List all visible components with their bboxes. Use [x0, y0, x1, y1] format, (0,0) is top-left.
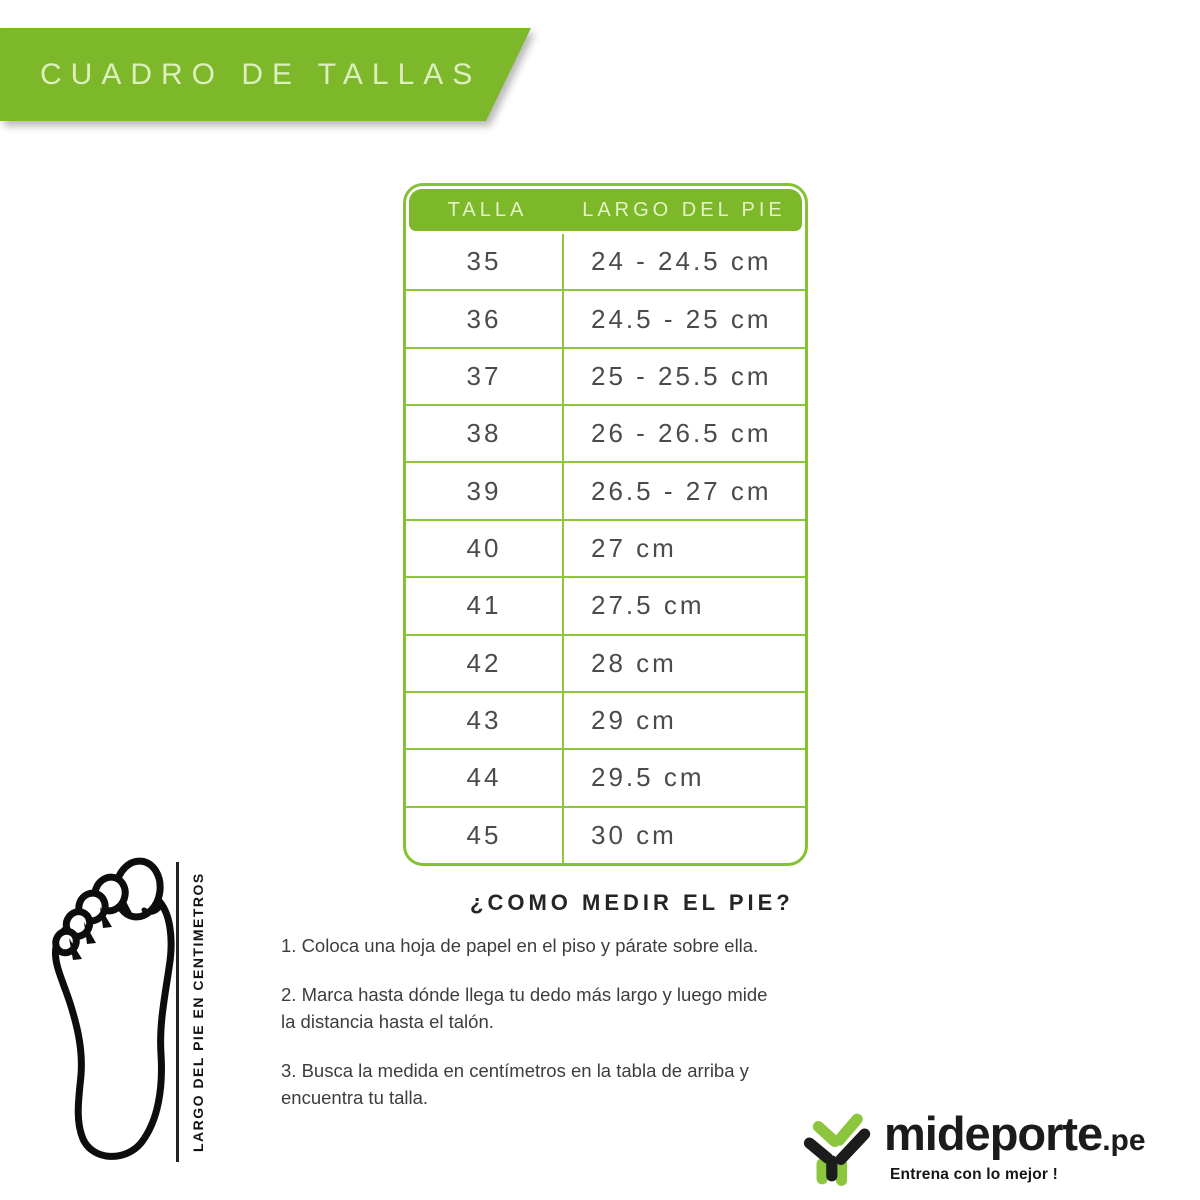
talla-cell: 39 [406, 463, 564, 519]
table-row: 43 29 cm [406, 690, 805, 749]
talla-cell: 43 [406, 692, 564, 749]
largo-cell: 26.5 - 27 cm [591, 475, 772, 506]
brand-text: mideporte [884, 1107, 1103, 1160]
table-row: 44 29.5 cm [406, 748, 805, 806]
column-header-talla: TALLA [447, 198, 528, 221]
table-row: 38 26 - 26.5 cm [406, 404, 805, 462]
largo-cell: 27 cm [591, 532, 677, 563]
table-row: 35 24 - 24.5 cm [406, 234, 805, 290]
how-to-title: ¿COMO MEDIR EL PIE? [470, 890, 794, 915]
table-row: 39 26.5 - 27 cm [406, 461, 805, 519]
talla-cell: 40 [406, 520, 564, 577]
talla-cell: 42 [406, 635, 564, 691]
mideporte-logo: mideporte.pe Entrena con lo mejor ! [800, 1100, 1200, 1200]
table-row: 36 24.5 - 25 cm [406, 289, 805, 347]
mideporte-logo-icon [803, 1113, 871, 1186]
size-table: TALLA LARGO DEL PIE 35 24 - 24.5 cm 36 24.5… [403, 183, 808, 866]
table-row: 40 27 cm [406, 518, 805, 577]
talla-cell: 41 [406, 578, 564, 634]
largo-cell: 28 cm [591, 647, 677, 678]
table-row: 45 30 cm [406, 805, 805, 863]
largo-cell: 29 cm [591, 705, 677, 736]
largo-cell: 24.5 - 25 cm [591, 303, 772, 334]
table-row: 42 28 cm [406, 633, 805, 691]
table-row: 41 27.5 cm [406, 576, 805, 634]
instructions: 1. Coloca una hoja de papel en el piso y… [281, 932, 826, 1133]
instruction-step: 2. Marca hasta dónde llega tu dedo más l… [281, 984, 768, 1032]
foot-outline-illustration [51, 857, 175, 1160]
instruction-step: 3. Busca la medida en centímetros en la … [281, 1060, 749, 1108]
talla-cell: 45 [406, 807, 564, 863]
largo-cell: 25 - 25.5 cm [591, 360, 772, 391]
table-row: 37 25 - 25.5 cm [406, 346, 805, 405]
size-table-header: TALLA LARGO DEL PIE [409, 189, 802, 231]
size-table-body: 35 24 - 24.5 cm 36 24.5 - 25 cm 37 25 - 25.5 … [406, 234, 805, 863]
title-banner: CUADRO DE TALLAS [0, 28, 531, 121]
instruction-step: 1. Coloca una hoja de papel en el piso y… [281, 935, 759, 956]
talla-cell: 37 [406, 348, 564, 405]
column-header-largo-del-pie: LARGO DEL PIE [582, 198, 786, 221]
talla-cell: 35 [406, 234, 564, 290]
largo-cell: 30 cm [591, 819, 677, 850]
brand-tagline: Entrena con lo mejor ! [890, 1166, 1059, 1183]
brand-tld: .pe [1102, 1124, 1146, 1157]
title-banner-shape: CUADRO DE TALLAS [0, 28, 531, 121]
largo-cell: 26 - 26.5 cm [591, 418, 772, 449]
largo-cell: 27.5 cm [591, 590, 705, 621]
talla-cell: 36 [406, 291, 564, 347]
talla-cell: 44 [406, 750, 564, 806]
measure-line [176, 862, 179, 1162]
brand-name: mideporte.pe [884, 1106, 1146, 1161]
largo-cell: 24 - 24.5 cm [591, 246, 772, 277]
page-title: CUADRO DE TALLAS [40, 57, 482, 91]
talla-cell: 38 [406, 406, 564, 462]
largo-cell: 29.5 cm [591, 762, 705, 793]
foot-measure-label: LARGO DEL PIE EN CENTIMETROS [190, 872, 206, 1152]
